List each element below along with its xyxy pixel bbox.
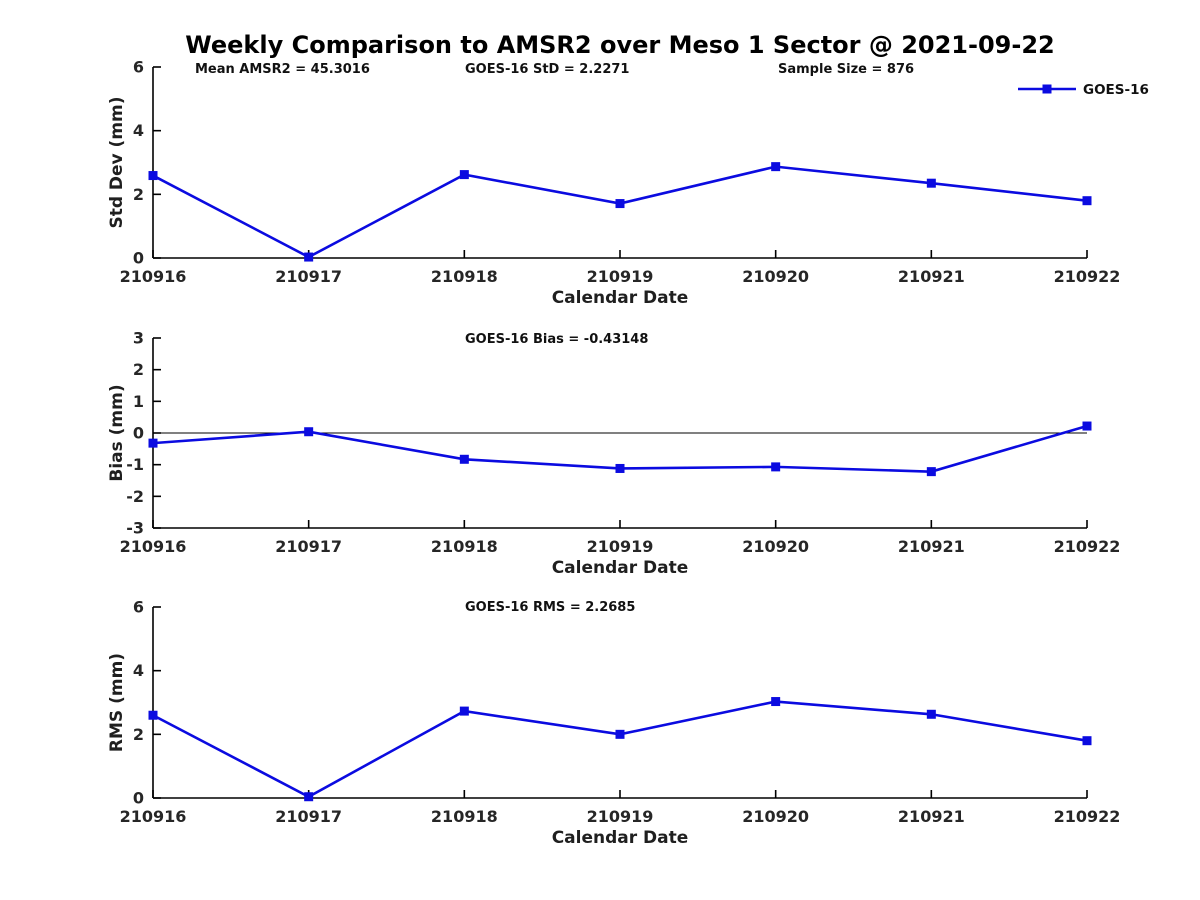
x-tick-label: 210918 [431, 807, 498, 826]
plot-area-stddev: 0 2 4 6 210916 210917 210918 210919 210920 210921… [120, 58, 1121, 287]
data-point-marker [615, 463, 625, 473]
x-axis-label-bias: Calendar Date [552, 558, 689, 578]
y-axis-label-bias: Bias (mm) [107, 384, 127, 481]
data-point-marker [304, 252, 314, 262]
y-tick-label: 2 [133, 360, 144, 379]
x-tick-label: 210921 [898, 807, 965, 826]
x-tick-label: 210921 [898, 267, 965, 286]
data-point-marker [148, 438, 158, 448]
data-point-marker [1082, 736, 1092, 746]
data-point-marker [771, 162, 781, 172]
y-tick-label: 4 [133, 661, 144, 680]
x-tick-label: 210920 [742, 267, 809, 286]
x-tick-label: 210917 [275, 267, 342, 286]
data-line-goes16 [152, 165, 1088, 259]
data-point-marker [459, 706, 469, 716]
subplot-bias: GOES-16 Bias = -0.43148 Bias (mm) Calend… [107, 329, 1120, 579]
data-point-marker [615, 729, 625, 739]
data-point-marker [771, 697, 781, 707]
x-tick-label: 210919 [587, 537, 654, 556]
y-tick-label: 3 [133, 329, 144, 348]
x-tick-label: 210922 [1054, 807, 1121, 826]
y-axis-label-stddev: Std Dev (mm) [107, 96, 127, 228]
data-point-marker [615, 199, 625, 209]
y-tick-label: 6 [133, 58, 144, 77]
y-tick-label: -3 [126, 519, 144, 538]
y-axis-label-rms: RMS (mm) [107, 653, 127, 752]
legend-label: GOES-16 [1083, 82, 1149, 98]
x-tick-label: 210920 [742, 537, 809, 556]
x-tick-label: 210922 [1054, 267, 1121, 286]
y-tick-label: 6 [133, 598, 144, 617]
x-tick-label: 210917 [275, 807, 342, 826]
stat-goes16-std: GOES-16 StD = 2.2271 [465, 62, 629, 77]
x-tick-label: 210920 [742, 807, 809, 826]
y-tick-label: 0 [133, 789, 144, 808]
data-point-marker [926, 178, 936, 188]
y-tick-label: 4 [133, 121, 144, 140]
legend: GOES-16 [1018, 82, 1149, 98]
y-tick-label: 1 [133, 392, 144, 411]
x-tick-label: 210919 [587, 267, 654, 286]
x-axis-label-stddev: Calendar Date [552, 288, 689, 308]
x-tick-label: 210916 [120, 807, 187, 826]
subplot-rms: GOES-16 RMS = 2.2685 RMS (mm) Calendar D… [107, 598, 1120, 849]
data-line-goes16 [152, 700, 1088, 799]
data-point-marker [926, 709, 936, 719]
figure-title: Weekly Comparison to AMSR2 over Meso 1 S… [185, 31, 1054, 59]
data-point-marker [148, 710, 158, 720]
y-tick-label: 2 [133, 725, 144, 744]
x-tick-label: 210916 [120, 537, 187, 556]
subplot-stddev: Mean AMSR2 = 45.3016 GOES-16 StD = 2.227… [107, 58, 1120, 309]
stat-mean-amsr2: Mean AMSR2 = 45.3016 [195, 62, 370, 77]
data-point-marker [304, 427, 314, 437]
stat-goes16-bias: GOES-16 Bias = -0.43148 [465, 332, 648, 347]
y-tick-label: 2 [133, 185, 144, 204]
data-point-marker [771, 462, 781, 472]
x-tick-label: 210918 [431, 537, 498, 556]
stat-sample-size: Sample Size = 876 [778, 62, 914, 77]
x-tick-label: 210921 [898, 537, 965, 556]
x-tick-label: 210916 [120, 267, 187, 286]
legend-marker-icon [1042, 84, 1052, 94]
y-tick-label: -2 [126, 487, 144, 506]
data-point-marker [926, 467, 936, 477]
data-point-marker [459, 454, 469, 464]
x-tick-label: 210919 [587, 807, 654, 826]
data-point-marker [148, 171, 158, 181]
plot-area-rms: 0 2 4 6 210916 210917 210918 210919 210920 210921… [120, 598, 1121, 827]
y-tick-label: 0 [133, 424, 144, 443]
x-axis-label-rms: Calendar Date [552, 828, 689, 848]
stat-goes16-rms: GOES-16 RMS = 2.2685 [465, 600, 635, 615]
data-point-marker [1082, 421, 1092, 431]
plot-area-bias: -3 -2 -1 0 1 2 3 210916 210917 210918 210919 210920… [120, 329, 1121, 557]
x-tick-label: 210922 [1054, 537, 1121, 556]
x-tick-label: 210917 [275, 537, 342, 556]
x-tick-label: 210918 [431, 267, 498, 286]
data-point-marker [459, 170, 469, 180]
data-point-marker [1082, 196, 1092, 206]
y-tick-label: -1 [126, 455, 144, 474]
data-point-marker [304, 792, 314, 802]
y-tick-label: 0 [133, 249, 144, 268]
